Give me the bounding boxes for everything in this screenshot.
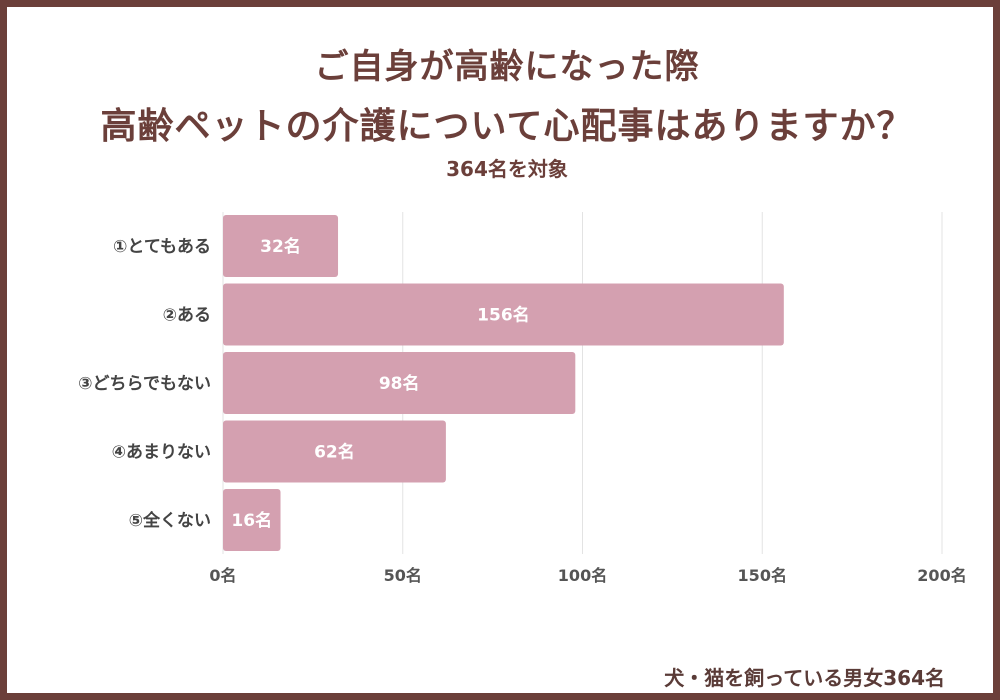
bar-5	[223, 489, 281, 551]
bar-value-label-1: 32名	[260, 236, 301, 257]
bar-value-label-2: 156名	[477, 305, 530, 326]
category-label-1: ①とてもある	[113, 237, 211, 257]
x-tick-label-1: 50名	[384, 566, 422, 585]
bar-value-label-5: 16名	[231, 510, 272, 531]
chart-footer-note: 犬・猫を飼っている男女364名	[664, 666, 945, 690]
x-tick-label-2: 100名	[558, 566, 607, 585]
chart-subtitle: 364名を対象	[446, 157, 568, 181]
category-label-3: ③どちらでもない	[78, 374, 211, 394]
category-label-4: ④あまりない	[112, 443, 211, 463]
chart-title-line2: 高齢ペットの介護について心配事はありますか？	[100, 106, 914, 147]
chart-title-line1: ご自身が高齢になった際	[314, 47, 700, 87]
bar-3	[223, 352, 576, 414]
bar-1	[223, 215, 339, 277]
bar-value-label-3: 98名	[379, 373, 420, 394]
category-label-2: ②ある	[163, 306, 211, 326]
bar-4	[223, 420, 446, 483]
bar-2	[223, 283, 784, 346]
x-tick-label-0: 0名	[209, 566, 236, 585]
bar-value-label-4: 62名	[314, 442, 355, 463]
x-tick-label-3: 150名	[738, 566, 787, 585]
x-tick-label-4: 200名	[917, 566, 966, 585]
category-label-5: ⑤全くない	[129, 510, 211, 531]
